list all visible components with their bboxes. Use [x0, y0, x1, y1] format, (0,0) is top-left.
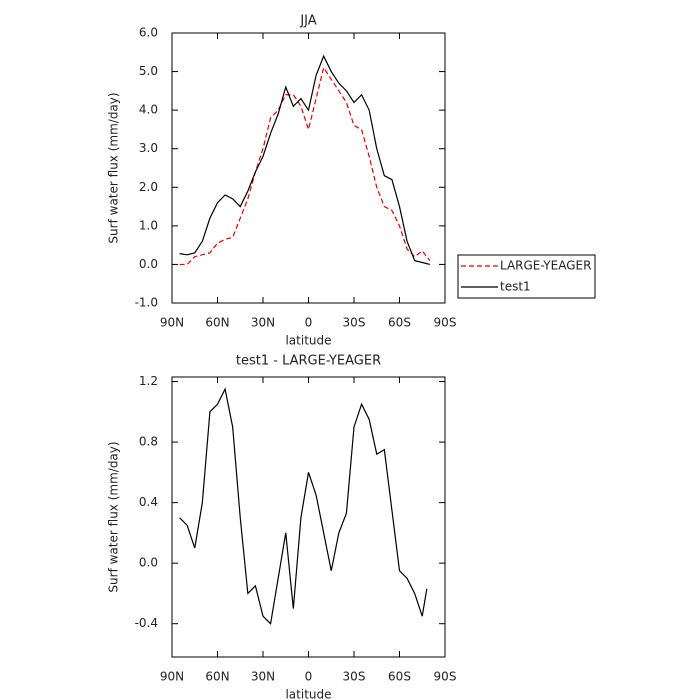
legend-label: LARGE-YEAGER [500, 259, 591, 273]
y-tick-label: 2.0 [139, 180, 158, 194]
y-tick-label: 0.0 [139, 257, 158, 271]
x-tick-label: 90N [160, 670, 184, 684]
x-tick-label: 60N [205, 316, 229, 330]
y-tick-label: 0.4 [139, 495, 158, 509]
legend-label: test1 [500, 280, 531, 294]
y-axis-label: Surf water flux (mm/day) [107, 92, 121, 243]
x-tick-label: 90S [434, 670, 457, 684]
x-tick-label: 60N [205, 670, 229, 684]
y-tick-label: 0.8 [139, 435, 158, 449]
y-axis-label: Surf water flux (mm/day) [107, 441, 121, 592]
y-tick-label: 1.0 [139, 218, 158, 232]
x-tick-label: 60S [388, 316, 411, 330]
x-tick-label: 60S [388, 670, 411, 684]
x-axis-label: latitude [285, 688, 331, 700]
y-tick-label: -1.0 [135, 296, 158, 310]
x-tick-label: 90S [434, 316, 457, 330]
y-tick-label: 0.0 [139, 556, 158, 570]
legend-box [457, 254, 596, 299]
x-axis-label: latitude [285, 334, 331, 348]
y-tick-label: -0.4 [135, 616, 158, 630]
x-tick-label: 30S [343, 316, 366, 330]
y-tick-label: 6.0 [139, 26, 158, 40]
data-line [179, 54, 430, 266]
x-tick-label: 30N [251, 670, 275, 684]
y-tick-label: 4.0 [139, 103, 158, 117]
y-tick-label: 5.0 [139, 64, 158, 78]
x-tick-label: 30S [343, 670, 366, 684]
y-tick-label: 1.2 [139, 374, 158, 388]
chart-title: test1 - LARGE-YEAGER [236, 354, 381, 369]
plot-frame [171, 376, 446, 658]
plot-frame [171, 32, 446, 304]
data-line [179, 66, 431, 266]
x-tick-label: 30N [251, 316, 275, 330]
x-tick-label: 0 [305, 670, 313, 684]
data-line [179, 387, 428, 625]
x-tick-label: 90N [160, 316, 184, 330]
x-tick-label: 0 [305, 316, 313, 330]
chart-title: JJA [299, 14, 316, 29]
y-tick-label: 3.0 [139, 141, 158, 155]
